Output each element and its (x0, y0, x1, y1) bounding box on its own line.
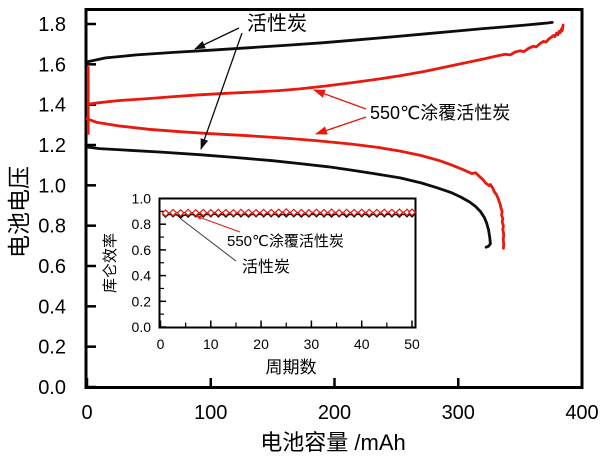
curve-coated-charge (86, 23, 565, 135)
inset-line-inset-ac (165, 213, 413, 217)
inset-leader-ac (180, 218, 237, 262)
main-x-tick-label: 0 (81, 402, 92, 424)
inset-marker-inset-coated (297, 208, 306, 217)
inset-marker-inset-coated (357, 208, 366, 217)
main-x-tick-label: 300 (442, 402, 475, 424)
inset-y-tick-label: 0.6 (132, 242, 152, 258)
inset-marker-inset-coated (387, 208, 396, 217)
inset-marker-inset-coated (199, 208, 208, 217)
inset-marker-inset-coated (252, 208, 261, 217)
inset-x-tick-label: 40 (354, 336, 370, 352)
main-x-tick-label: 400 (565, 402, 598, 424)
inset-marker-inset-coated (176, 208, 185, 217)
inset-marker-inset-coated (206, 208, 215, 217)
main-x-tick-label: 200 (318, 402, 351, 424)
inset-y-tick-label: 0.4 (132, 268, 152, 284)
inset-marker-inset-coated (236, 208, 246, 217)
annotation-arrow-to-coated-charge (313, 89, 367, 110)
inset-marker-inset-coated (274, 208, 283, 217)
main-axis-ticks: 0 100 200 300 4000.00.20.40.60.81.01.21.41.6… (38, 14, 599, 424)
inset-marker-inset-coated (304, 208, 313, 217)
inset-y-tick-label: 0.8 (132, 216, 152, 232)
inset-marker-inset-coated (282, 207, 291, 217)
curve-ac-discharge (85, 145, 492, 249)
main-annotation-activated-carbon: 活性炭 (247, 12, 307, 35)
inset-marker-inset-coated (312, 208, 321, 217)
inset-y-tick-label: 0.0 (132, 319, 152, 335)
inset-marker-inset-coated (365, 208, 374, 217)
inset-marker-inset-coated (244, 208, 253, 217)
main-annotation-coated-carbon: 550℃涂覆活性炭 (370, 103, 510, 123)
main-y-axis-title: 电池电压 (6, 166, 32, 258)
inset-x-axis-title: 周期数 (266, 358, 317, 377)
main-y-tick-label: 0.2 (38, 337, 66, 359)
main-y-tick-label: 1.0 (38, 175, 66, 197)
inset-marker-inset-coated (319, 208, 329, 217)
main-y-tick-label: 1.4 (38, 95, 66, 117)
inset-x-tick-label: 50 (404, 336, 420, 352)
inset-y-tick-label: 0.2 (132, 293, 152, 309)
inset-leader-coated (195, 215, 241, 233)
inset-marker-inset-coated (372, 208, 381, 217)
inset-marker-inset-coated (407, 208, 417, 217)
inset-x-tick-label: 20 (253, 336, 269, 352)
main-y-tick-label: 0.4 (38, 296, 66, 318)
inset-marker-inset-coated (214, 208, 223, 217)
inset-marker-inset-coated (342, 208, 351, 217)
inset-y-axis-title: 库仑效率 (102, 233, 119, 293)
annotation-arrow-to-ac-charge (194, 27, 240, 50)
inset-marker-inset-coated (221, 208, 230, 217)
annotation-arrow-to-ac-discharge (200, 32, 243, 150)
annotation-arrow-to-coated-discharge (315, 116, 367, 135)
inset-marker-inset-coated (169, 208, 178, 217)
inset-marker-inset-coated (259, 208, 268, 217)
main-x-axis-title: 电池容量 /mAh (260, 430, 405, 455)
main-y-tick-label: 1.2 (38, 135, 66, 157)
main-y-tick-label: 0.0 (38, 377, 66, 399)
main-curves (85, 20, 565, 250)
inset-marker-inset-coated (395, 208, 404, 217)
inset-marker-inset-coated (289, 208, 298, 217)
inset-annotation-activated-carbon: 活性炭 (242, 258, 290, 276)
inset-series (161, 207, 417, 220)
inset-marker-inset-coated (229, 208, 238, 217)
inset-axis-ticks: 0 10 20 30 40 50 0.0 0.2 0.4 0.6 0.8 1.0 (132, 191, 420, 353)
inset-x-tick-label: 0 (157, 336, 165, 352)
inset-marker-inset-coated (350, 208, 359, 217)
inset-marker-inset-coated (267, 208, 276, 217)
inset-marker-inset-coated (327, 208, 336, 217)
curve-coated-discharge (85, 117, 506, 250)
inset-marker-inset-coated (380, 208, 389, 217)
curve-ac-charge (85, 20, 554, 64)
main-y-tick-label: 0.8 (38, 216, 66, 238)
inset-plot-frame (158, 197, 417, 329)
main-x-tick-label: 100 (194, 402, 227, 424)
main-y-tick-label: 1.6 (38, 54, 66, 76)
inset-marker-inset-coated (184, 208, 193, 217)
inset-y-tick-label: 1.0 (132, 191, 152, 207)
inset-x-tick-label: 30 (304, 336, 320, 352)
inset-x-tick-label: 10 (203, 336, 219, 352)
inset-marker-inset-coated (161, 209, 170, 218)
main-y-tick-label: 0.6 (38, 256, 66, 278)
inset-annotation-coated-carbon: 550℃涂覆活性炭 (227, 233, 344, 250)
main-y-tick-label: 1.8 (38, 14, 66, 36)
inset-marker-inset-coated (335, 208, 344, 217)
